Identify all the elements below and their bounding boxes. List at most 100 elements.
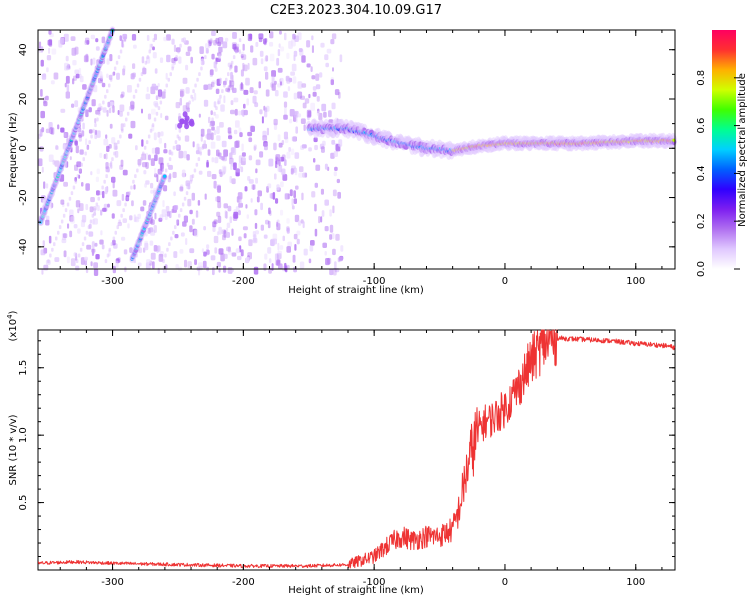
heatmap-cell: [130, 185, 133, 190]
heatmap-cell: [286, 77, 291, 84]
heatmap-cell: [83, 236, 87, 241]
heatmap-cell: [46, 55, 52, 61]
heatmap-cell: [45, 95, 49, 101]
snr-series: [37, 329, 676, 569]
heatmap-cell: [207, 83, 213, 90]
heatmap-cell: [161, 91, 166, 99]
heatmap-cell: [211, 174, 217, 180]
heatmap-cell: [221, 89, 224, 94]
heatmap-cell: [235, 120, 240, 128]
heatmap-cell: [280, 209, 284, 216]
colorbar-label: Normalized spectral amplitude: [737, 73, 748, 227]
heatmap-cell: [100, 230, 103, 236]
heatmap-cell: [286, 218, 290, 224]
heatmap-cell: [219, 122, 224, 128]
heatmap-cell: [50, 80, 55, 85]
heatmap-cell: [98, 111, 101, 116]
heatmap-cell: [153, 117, 157, 122]
heatmap-cell: [238, 127, 242, 134]
heatmap-cell: [182, 37, 186, 44]
heatmap-cell: [300, 118, 306, 124]
heatmap-cell: [46, 67, 49, 73]
heatmap-cell: [85, 203, 89, 211]
heatmap-cell: [185, 87, 190, 94]
heatmap-cell: [213, 39, 217, 46]
heatmap-cell: [313, 137, 318, 143]
heatmap-cell: [125, 117, 128, 122]
heatmap-cell: [138, 77, 142, 82]
heatmap-cell: [48, 122, 53, 130]
heatmap-cell: [332, 268, 337, 276]
heatmap-cell: [254, 102, 259, 108]
heatmap-cell: [120, 159, 124, 167]
heatmap-cell: [96, 190, 100, 196]
heatmap-cell: [71, 47, 77, 56]
heatmap-cell: [117, 55, 121, 60]
heatmap-cell: [64, 82, 67, 88]
heatmap-cell: [170, 151, 174, 156]
heatmap-cell: [292, 136, 297, 142]
heatmap-cell: [137, 159, 142, 166]
heatmap-cell: [155, 95, 159, 101]
heatmap-cell: [216, 196, 221, 203]
heatmap-cell: [229, 66, 232, 71]
heatmap-cell: [221, 229, 226, 235]
heatmap-cell: [173, 251, 178, 258]
heatmap-cell: [164, 168, 168, 173]
heatmap-cell: [48, 38, 53, 47]
heatmap-cell: [243, 103, 246, 109]
heatmap-cell: [48, 235, 52, 244]
heatmap-cell: [242, 226, 248, 231]
heatmap-cell: [206, 244, 210, 249]
heatmap-cell: [284, 192, 288, 200]
heatmap-cell: [137, 213, 141, 219]
heatmap-cell: [309, 245, 314, 252]
heatmap-cell: [237, 192, 243, 200]
heatmap-cell: [213, 61, 217, 69]
heatmap-cell: [49, 127, 53, 135]
heatmap-cell: [189, 248, 195, 254]
heatmap-cell: [93, 218, 98, 225]
heatmap-cell: [330, 152, 335, 159]
heatmap-cell: [140, 72, 144, 77]
heatmap-cell: [174, 140, 178, 145]
heatmap-cell: [105, 162, 109, 170]
heatmap-cell: [47, 259, 50, 264]
heatmap-cell: [187, 198, 192, 207]
heatmap-cell: [38, 158, 43, 167]
heatmap-cell: [222, 156, 227, 162]
heatmap-cell: [85, 109, 89, 118]
heatmap-cell: [253, 144, 257, 150]
heatmap-cell: [60, 219, 64, 224]
colorbar-tick-label: 0.0: [696, 261, 707, 277]
heatmap-cell: [290, 71, 295, 76]
heatmap-cell: [286, 52, 290, 59]
heatmap-cell: [152, 261, 155, 269]
heatmap-cell: [77, 253, 81, 258]
heatmap-cell: [321, 103, 327, 112]
heatmap-cell: [235, 140, 240, 148]
heatmap-cell: [271, 75, 275, 84]
heatmap-cell: [329, 209, 332, 217]
heatmap-cell: [268, 158, 274, 167]
heatmap-cell: [82, 122, 85, 130]
heatmap-cell: [198, 113, 201, 118]
heatmap-cell: [38, 133, 41, 140]
heatmap-cell: [299, 166, 304, 173]
heatmap-cell: [121, 128, 124, 133]
heatmap-cell: [208, 116, 211, 124]
heatmap-cell: [296, 238, 300, 245]
heatmap-cell: [254, 222, 258, 229]
heatmap-cell: [50, 127, 55, 135]
heatmap-cell: [61, 233, 67, 241]
heatmap-cell: [123, 249, 128, 255]
heatmap-cell: [237, 255, 242, 261]
heatmap-cell: [92, 128, 95, 133]
snr-panel: -300 -200 -100 0 100 0.5 1.0 1.5 Height of str…: [6, 310, 676, 596]
heatmap-cell: [225, 77, 228, 82]
heatmap-cell: [105, 134, 108, 139]
heatmap-cell: [126, 111, 130, 116]
heatmap-cell: [112, 181, 115, 189]
heatmap-cell: [187, 46, 192, 52]
heatmap-cell: [92, 57, 96, 65]
